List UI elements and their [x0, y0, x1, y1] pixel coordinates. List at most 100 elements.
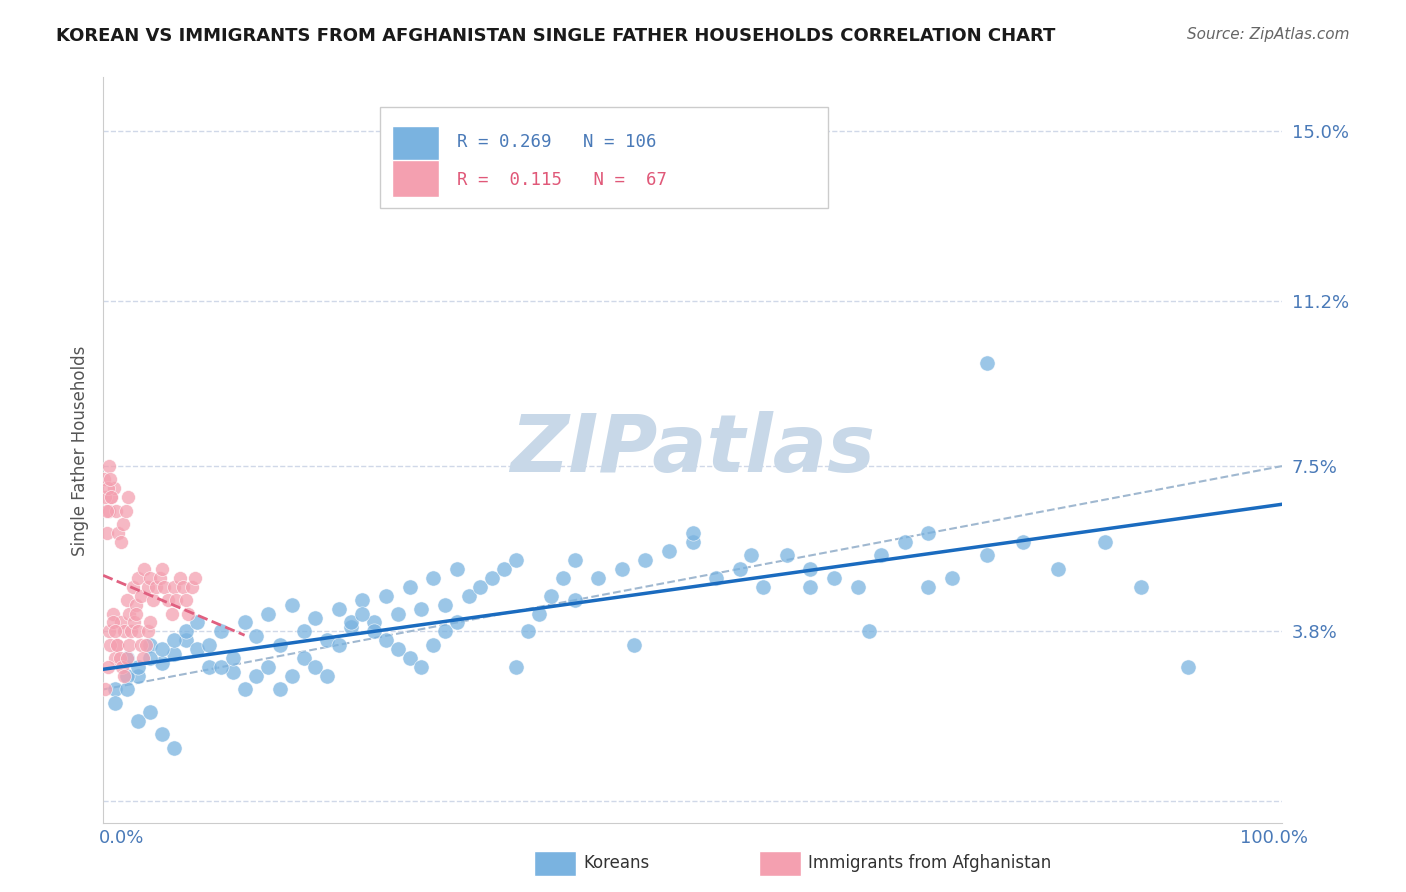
- Point: [145, 580, 167, 594]
- Point: [682, 526, 704, 541]
- Point: [163, 647, 186, 661]
- Point: [740, 549, 762, 563]
- Point: [112, 669, 135, 683]
- Point: [150, 656, 173, 670]
- Point: [139, 638, 162, 652]
- Point: [107, 526, 129, 541]
- Point: [516, 624, 538, 639]
- Point: [163, 740, 186, 755]
- Point: [398, 580, 420, 594]
- Point: [96, 504, 118, 518]
- Point: [411, 660, 433, 674]
- Point: [174, 624, 197, 639]
- Point: [118, 607, 141, 621]
- Point: [129, 589, 152, 603]
- Point: [149, 571, 172, 585]
- Point: [316, 633, 339, 648]
- Point: [129, 638, 152, 652]
- Point: [163, 580, 186, 594]
- Point: [105, 638, 128, 652]
- Point: [128, 660, 150, 674]
- Point: [108, 651, 131, 665]
- Point: [976, 549, 998, 563]
- Text: R = 0.269   N = 106: R = 0.269 N = 106: [457, 133, 657, 152]
- Point: [104, 651, 127, 665]
- Point: [269, 682, 291, 697]
- Point: [375, 633, 398, 648]
- Point: [586, 571, 609, 585]
- Point: [104, 682, 127, 697]
- Point: [165, 593, 187, 607]
- Point: [118, 638, 141, 652]
- Point: [222, 665, 245, 679]
- Point: [280, 669, 302, 683]
- Point: [94, 682, 117, 697]
- Point: [100, 491, 122, 505]
- Point: [156, 593, 179, 607]
- Point: [492, 562, 515, 576]
- Point: [634, 553, 657, 567]
- Point: [184, 571, 207, 585]
- Point: [150, 562, 173, 576]
- Point: [328, 602, 350, 616]
- Point: [551, 571, 574, 585]
- Point: [135, 638, 157, 652]
- Point: [505, 553, 527, 567]
- Point: [112, 624, 135, 639]
- Point: [941, 571, 963, 585]
- Point: [280, 598, 302, 612]
- Point: [1094, 535, 1116, 549]
- Point: [799, 580, 821, 594]
- Point: [870, 549, 893, 563]
- Point: [186, 615, 208, 630]
- Point: [682, 535, 704, 549]
- Point: [352, 593, 374, 607]
- Point: [153, 580, 176, 594]
- Point: [222, 651, 245, 665]
- Point: [139, 705, 162, 719]
- Point: [704, 571, 727, 585]
- Point: [128, 714, 150, 728]
- Text: Source: ZipAtlas.com: Source: ZipAtlas.com: [1187, 27, 1350, 42]
- Point: [177, 607, 200, 621]
- Point: [114, 504, 136, 518]
- Point: [233, 615, 256, 630]
- Point: [233, 682, 256, 697]
- Point: [433, 598, 456, 612]
- Point: [186, 642, 208, 657]
- Point: [328, 638, 350, 652]
- Point: [257, 660, 280, 674]
- Point: [457, 589, 479, 603]
- Text: 0.0%: 0.0%: [98, 829, 143, 847]
- Point: [120, 624, 142, 639]
- Point: [150, 727, 173, 741]
- Point: [97, 482, 120, 496]
- Point: [339, 620, 361, 634]
- Point: [128, 571, 150, 585]
- Point: [387, 607, 409, 621]
- Point: [136, 580, 159, 594]
- Point: [169, 571, 191, 585]
- Point: [198, 660, 221, 674]
- Point: [105, 638, 128, 652]
- Text: 100.0%: 100.0%: [1240, 829, 1308, 847]
- Point: [98, 459, 121, 474]
- Point: [352, 607, 374, 621]
- Point: [363, 615, 385, 630]
- Point: [564, 553, 586, 567]
- Point: [1129, 580, 1152, 594]
- Text: Koreans: Koreans: [583, 854, 650, 871]
- Point: [422, 638, 444, 652]
- Point: [125, 598, 148, 612]
- FancyBboxPatch shape: [380, 107, 828, 208]
- Point: [103, 482, 125, 496]
- Point: [139, 571, 162, 585]
- Point: [363, 624, 385, 639]
- Point: [121, 580, 143, 594]
- Point: [101, 607, 124, 621]
- Point: [529, 607, 551, 621]
- Point: [846, 580, 869, 594]
- Point: [98, 473, 121, 487]
- Point: [104, 696, 127, 710]
- Point: [823, 571, 845, 585]
